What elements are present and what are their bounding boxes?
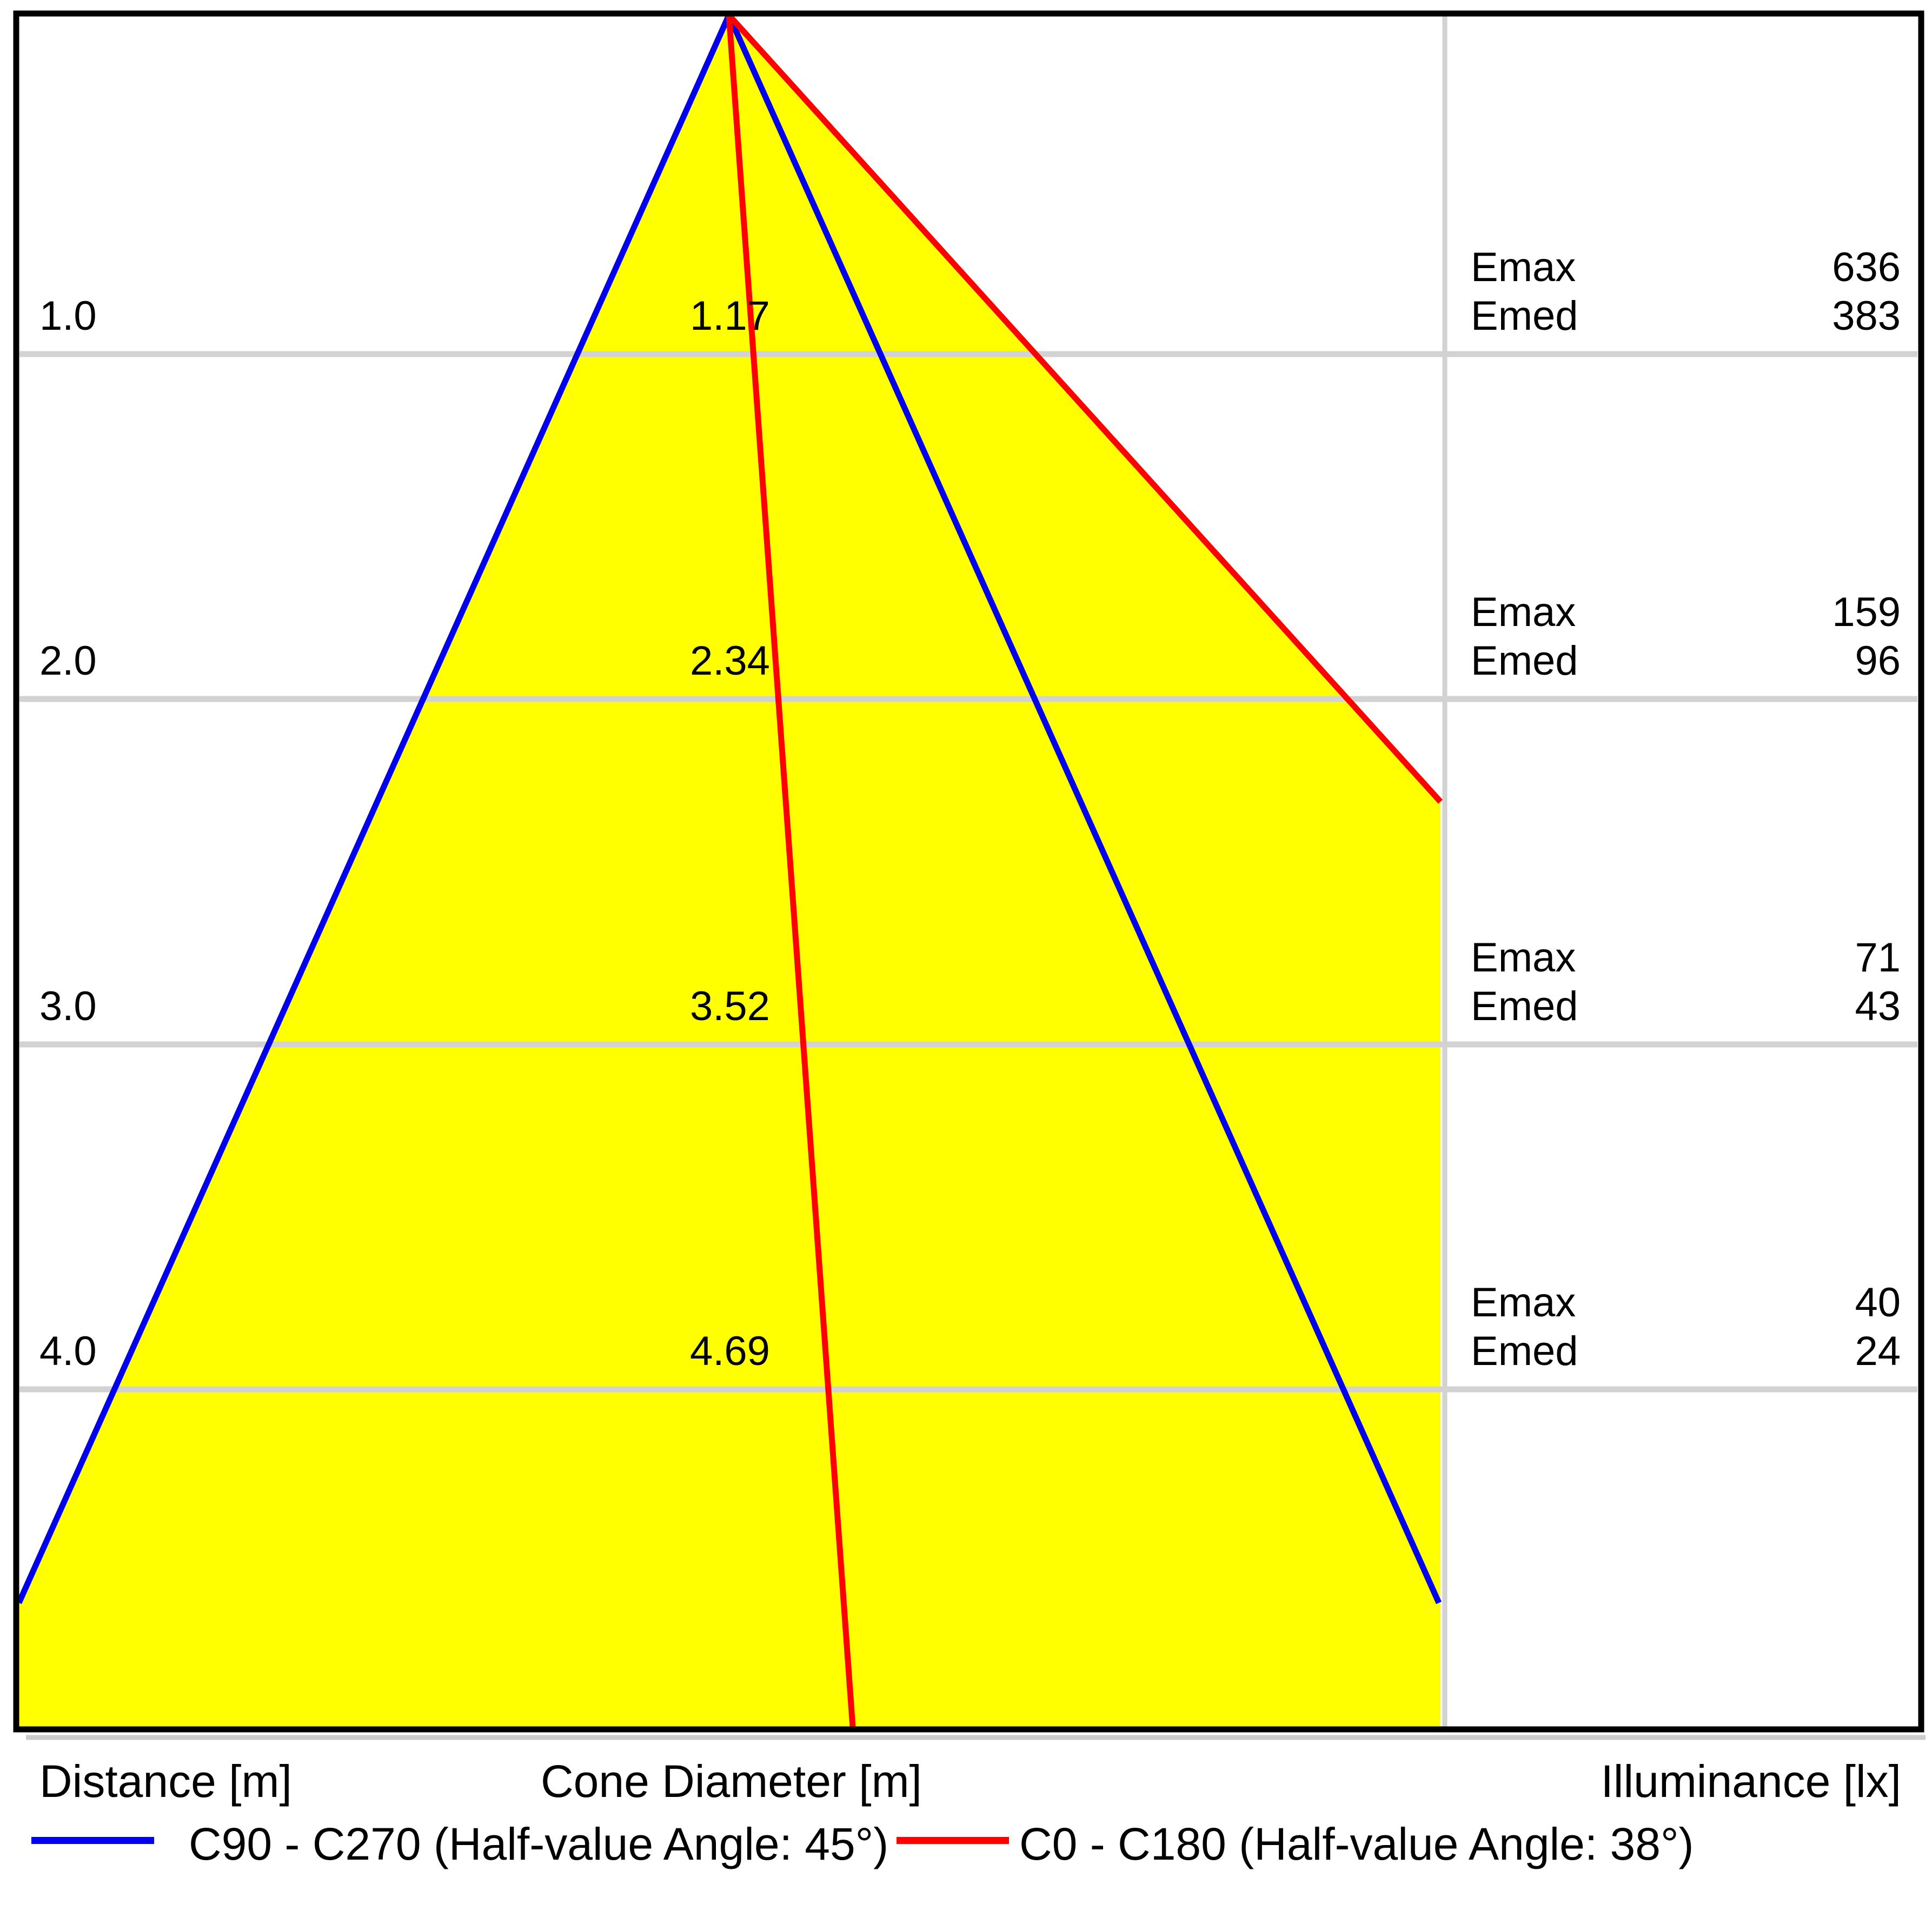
c90-legend-swatch xyxy=(31,1837,154,1844)
c90-legend-swatch-rect xyxy=(31,1837,154,1844)
emed-value: 24 xyxy=(1855,1328,1901,1374)
c0-left-beam-line xyxy=(726,15,856,1728)
emed-label: Emed xyxy=(1471,293,1578,339)
c0-legend-swatch xyxy=(897,1837,1009,1844)
emed-label: Emed xyxy=(1471,983,1578,1029)
cone-diameter-axis-caption: Cone Diameter [m] xyxy=(541,1756,922,1807)
emax-value: 71 xyxy=(1855,935,1901,981)
c0-right-beam-line xyxy=(726,13,1443,804)
cone-fill-area xyxy=(19,15,1440,1727)
cone-diameter-label-4m: 4.69 xyxy=(690,1328,770,1374)
distance-axis-caption: Distance [m] xyxy=(39,1756,292,1807)
emed-value: 96 xyxy=(1855,638,1901,684)
illuminance-row-emed-3m: Emed 43 xyxy=(1471,986,1901,1027)
c0-legend-swatch-rect xyxy=(897,1837,1009,1844)
distance-label-1m: 1.0 xyxy=(39,293,97,339)
emax-label: Emax xyxy=(1471,244,1576,290)
illuminance-row-emax-4m: Emax 40 xyxy=(1471,1282,1901,1323)
emax-label: Emax xyxy=(1471,589,1576,635)
c90-right-beam-line xyxy=(726,14,1442,1604)
illuminance-row-emed-2m: Emed 96 xyxy=(1471,641,1901,682)
illuminance-axis-caption: Illuminance [lx] xyxy=(1601,1756,1901,1807)
cone-diameter-label-1m: 1.17 xyxy=(690,293,770,339)
illuminance-row-emax-2m: Emax 159 xyxy=(1471,592,1901,633)
emed-label: Emed xyxy=(1471,1328,1578,1374)
emed-value: 43 xyxy=(1855,983,1901,1029)
emax-value: 159 xyxy=(1832,589,1901,635)
distance-label-3m: 3.0 xyxy=(39,983,97,1029)
emax-label: Emax xyxy=(1471,935,1576,981)
distance-label-2m: 2.0 xyxy=(39,638,97,684)
emax-value: 40 xyxy=(1855,1280,1901,1326)
c0-legend-label: C0 - C180 (Half-value Angle: 38°) xyxy=(1019,1819,1694,1869)
emed-label: Emed xyxy=(1471,638,1578,684)
illuminance-row-emed-4m: Emed 24 xyxy=(1471,1331,1901,1372)
illuminance-row-emax-1m: Emax 636 xyxy=(1471,247,1901,288)
emax-label: Emax xyxy=(1471,1280,1576,1326)
illuminance-row-emed-1m: Emed 383 xyxy=(1471,296,1901,337)
illuminance-row-emax-3m: Emax 71 xyxy=(1471,937,1901,978)
cone-diameter-label-3m: 3.52 xyxy=(690,983,770,1029)
emed-value: 383 xyxy=(1832,293,1901,339)
distance-label-4m: 4.0 xyxy=(39,1328,97,1374)
cone-diameter-label-2m: 2.34 xyxy=(690,638,770,684)
emax-value: 636 xyxy=(1832,244,1901,290)
c90-legend-label: C90 - C270 (Half-value Angle: 45°) xyxy=(189,1819,889,1869)
c90-left-beam-line xyxy=(16,14,732,1604)
chart-frame xyxy=(13,10,1924,1733)
